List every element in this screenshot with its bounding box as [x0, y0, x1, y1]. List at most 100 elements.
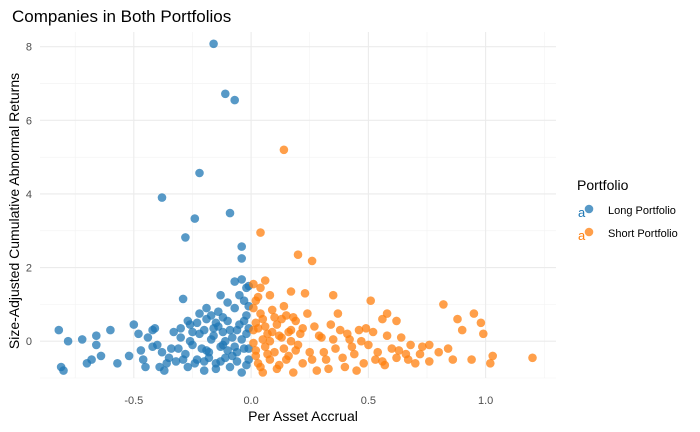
legend-items: a Long Portfolio a Short Portfolio — [578, 204, 678, 243]
data-point — [331, 344, 340, 353]
data-point — [312, 366, 322, 375]
data-point — [270, 347, 279, 357]
data-point — [211, 318, 221, 328]
data-point — [181, 233, 190, 242]
data-point — [171, 357, 181, 366]
data-point — [141, 362, 150, 372]
data-point — [307, 355, 317, 364]
grid-major — [40, 32, 556, 378]
data-point — [199, 366, 209, 375]
data-point — [354, 325, 364, 335]
data-point — [202, 303, 211, 313]
data-point — [253, 359, 263, 368]
data-point — [277, 314, 286, 324]
data-point — [169, 327, 178, 337]
data-point — [237, 335, 246, 344]
data-point — [380, 360, 390, 370]
data-point — [230, 342, 239, 352]
data-point — [394, 346, 404, 355]
data-point — [457, 325, 467, 335]
data-point — [190, 359, 200, 368]
data-point — [319, 347, 329, 357]
data-point — [310, 322, 319, 331]
data-point — [153, 340, 162, 350]
data-point — [434, 347, 444, 357]
data-point — [216, 290, 225, 300]
data-point — [202, 346, 211, 355]
data-point — [343, 329, 352, 339]
data-point — [415, 349, 425, 359]
series-long — [54, 39, 253, 377]
data-point — [321, 355, 331, 364]
x-axis-title: Per Asset Accrual — [248, 408, 358, 424]
y-axis-ticks: 0 2 4 6 8 — [26, 42, 32, 348]
data-point — [223, 298, 232, 307]
data-point — [176, 324, 185, 333]
data-point — [418, 342, 427, 352]
data-point — [333, 309, 343, 318]
data-point — [373, 347, 383, 357]
data-point — [138, 355, 148, 364]
data-point — [230, 95, 239, 105]
data-point — [249, 338, 258, 348]
data-point — [167, 344, 176, 353]
data-point — [129, 320, 139, 329]
data-point — [382, 309, 392, 318]
data-point — [300, 289, 310, 298]
data-point — [54, 325, 64, 335]
legend-key-point — [584, 204, 594, 214]
data-point — [289, 368, 298, 377]
data-point — [92, 340, 101, 350]
data-point — [324, 364, 333, 374]
data-point — [249, 303, 258, 313]
data-point — [176, 333, 185, 342]
data-point — [256, 309, 265, 318]
data-point — [448, 355, 458, 364]
data-point — [232, 357, 242, 366]
data-point — [267, 327, 277, 337]
legend-key-glyph: a — [578, 205, 586, 220]
data-point — [357, 336, 366, 346]
data-point — [425, 357, 434, 366]
data-point — [279, 145, 289, 155]
data-point — [206, 311, 216, 320]
legend: Portfolio a Long Portfolio a Short Portfoli… — [577, 177, 678, 243]
data-point — [307, 256, 317, 266]
data-point — [286, 287, 296, 296]
data-point — [364, 340, 373, 350]
data-point — [157, 347, 167, 357]
data-point — [328, 290, 338, 300]
data-point — [467, 355, 476, 364]
data-point — [443, 344, 453, 353]
data-point — [199, 357, 209, 366]
data-point — [249, 279, 258, 289]
data-point — [237, 368, 246, 377]
legend-label: Long Portfolio — [608, 205, 676, 217]
data-point — [469, 309, 479, 318]
data-point — [225, 325, 235, 335]
data-point — [326, 320, 336, 329]
data-point — [242, 360, 251, 370]
data-point — [366, 296, 376, 306]
data-point — [338, 353, 347, 363]
data-point — [113, 359, 122, 368]
data-point — [92, 331, 101, 341]
data-point — [124, 351, 134, 361]
y-tick-label: 0 — [26, 336, 32, 348]
data-point — [185, 320, 195, 329]
data-point — [258, 368, 268, 377]
data-points — [54, 39, 537, 377]
data-point — [347, 342, 357, 352]
data-point — [239, 316, 249, 326]
data-point — [263, 349, 272, 359]
data-point — [314, 331, 324, 341]
data-point — [328, 335, 338, 344]
data-point — [270, 313, 279, 322]
data-point — [293, 250, 303, 259]
data-point — [528, 353, 537, 363]
data-point — [387, 344, 397, 353]
data-point — [223, 346, 232, 355]
data-point — [209, 331, 218, 341]
data-point — [77, 335, 87, 344]
data-point — [476, 318, 486, 328]
